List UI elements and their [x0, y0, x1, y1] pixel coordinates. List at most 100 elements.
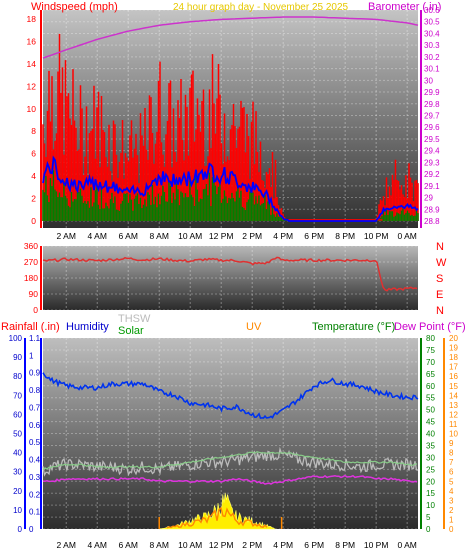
temp-tick-label: 80 — [426, 334, 435, 343]
x-tick-label: 2 PM — [242, 231, 262, 241]
wind-tick-label: 6 — [31, 149, 36, 159]
x-tick-label: 8 AM — [150, 540, 169, 550]
compass-label: N — [436, 241, 444, 253]
x-tick-label: 4 PM — [273, 540, 293, 550]
uv-tick-label: 12 — [449, 410, 458, 419]
temp-tick-label: 60 — [426, 382, 435, 391]
x-tick-label: 4 AM — [88, 540, 107, 550]
baro-tick-label: 30.6 — [424, 6, 440, 15]
baro-tick-label: 29.8 — [424, 100, 440, 109]
compass-label: N — [436, 305, 444, 317]
x-tick-label: 6 AM — [119, 231, 138, 241]
uv-tick-label: 5 — [449, 477, 454, 486]
wind-tick-label: 10 — [27, 104, 37, 114]
x-tick-label: 4 AM — [88, 231, 107, 241]
uv-tick-label: 1 — [449, 515, 454, 524]
barometer-line — [42, 16, 419, 59]
temp-tick-label: 50 — [426, 406, 435, 415]
temp-tick-label: 35 — [426, 441, 435, 450]
x-tick-label: 2 PM — [242, 540, 262, 550]
x-tick-label: 2 AM — [57, 231, 76, 241]
temp-tick-label: 20 — [426, 477, 435, 486]
thsw-label: THSW — [118, 313, 151, 325]
humidity-tick-label: 30 — [13, 468, 22, 477]
x-tick-label: 0 AM — [397, 540, 416, 550]
chart-title: 24 hour graph day - November 25 2025 — [173, 2, 349, 13]
uv-tick-label: 11 — [449, 420, 458, 429]
uv-tick-label: 3 — [449, 496, 454, 505]
rain-tick-label: 0.3 — [29, 473, 41, 482]
baro-tick-label: 29.5 — [424, 135, 440, 144]
x-tick-label: 8 PM — [335, 540, 355, 550]
temp-tick-label: 70 — [426, 358, 435, 367]
baro-tick-label: 30.3 — [424, 41, 440, 50]
rain-tick-label: 0 — [29, 525, 34, 534]
rain-tick-label: 1.1 — [29, 334, 41, 343]
baro-tick-label: 30 — [424, 76, 433, 85]
bottom-plot-area — [43, 338, 418, 529]
humidity-tick-label: 90 — [13, 353, 22, 362]
temp-tick-label: 0 — [426, 525, 431, 534]
rain-tick-label: 0.6 — [29, 421, 41, 430]
baro-tick-label: 30.4 — [424, 29, 440, 38]
uv-tick-label: 20 — [449, 334, 458, 343]
humidity-axis-label: Humidity — [66, 321, 109, 333]
baro-tick-label: 29.9 — [424, 88, 440, 97]
compass-label: W — [436, 257, 447, 269]
temp-tick-label: 30 — [426, 453, 435, 462]
temp-tick-label: 15 — [426, 489, 435, 498]
uv-tick-label: 6 — [449, 468, 454, 477]
baro-tick-label: 29.2 — [424, 170, 440, 179]
wind-tick-label: 18 — [27, 14, 37, 24]
x-tick-label: 10 AM — [178, 540, 202, 550]
x-tick-label: 8 AM — [150, 231, 169, 241]
temp-tick-label: 45 — [426, 418, 435, 427]
humidity-tick-label: 80 — [13, 372, 22, 381]
wind-tick-label: 2 — [31, 194, 36, 204]
humidity-tick-label: 10 — [13, 506, 22, 515]
baro-tick-label: 29.4 — [424, 147, 440, 156]
baro-tick-label: 29.7 — [424, 112, 440, 121]
rain-tick-label: 0.8 — [29, 386, 41, 395]
x-tick-label: 4 PM — [273, 231, 293, 241]
humidity-tick-label: 50 — [13, 430, 22, 439]
temp-tick-label: 40 — [426, 430, 435, 439]
temp-tick-label: 65 — [426, 370, 435, 379]
rain-tick-label: 0.1 — [29, 508, 41, 517]
temp-axis-label: Temperature (°F) — [312, 321, 395, 333]
uv-tick-label: 15 — [449, 382, 458, 391]
humidity-tick-label: 0 — [18, 525, 23, 534]
compass-label: S — [436, 273, 443, 285]
rain-tick-label: 0.2 — [29, 490, 41, 499]
baro-tick-label: 30.1 — [424, 65, 440, 74]
x-tick-label: 2 AM — [57, 540, 76, 550]
x-tick-label: 12 PM — [209, 231, 234, 241]
temp-tick-label: 5 — [426, 513, 431, 522]
uv-tick-label: 17 — [449, 363, 458, 372]
x-tick-label: 10 PM — [364, 231, 389, 241]
dir-tick-label: 180 — [24, 273, 38, 283]
temperature-line — [42, 451, 418, 471]
temp-tick-label: 25 — [426, 465, 435, 474]
dir-tick-label: 270 — [24, 257, 38, 267]
rain-tick-label: 0.4 — [29, 456, 41, 465]
wind-direction-line — [42, 256, 418, 292]
wind-tick-label: 16 — [27, 36, 37, 46]
uv-tick-label: 13 — [449, 401, 458, 410]
humidity-tick-label: 40 — [13, 449, 22, 458]
baro-tick-label: 30.2 — [424, 53, 440, 62]
wind-tick-label: 12 — [27, 81, 37, 91]
wind-tick-label: 8 — [31, 126, 36, 136]
wind-tick-label: 0 — [31, 216, 36, 226]
baro-tick-label: 29.1 — [424, 182, 440, 191]
humidity-tick-label: 20 — [13, 487, 22, 496]
baro-axis-label: Barometer (.in) — [368, 1, 441, 13]
rain-tick-label: 0.9 — [29, 369, 41, 378]
uv-tick-label: 4 — [449, 487, 454, 496]
temp-tick-label: 75 — [426, 346, 435, 355]
uv-label: UV — [246, 321, 262, 333]
rain-tick-label: 0.5 — [29, 438, 41, 447]
compass-label: E — [436, 289, 443, 301]
rain-tick-label: 0.7 — [29, 403, 41, 412]
